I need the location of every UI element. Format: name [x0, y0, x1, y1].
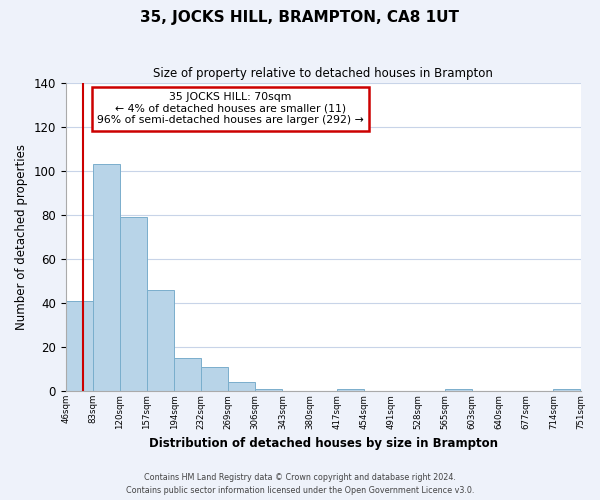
Text: 35, JOCKS HILL, BRAMPTON, CA8 1UT: 35, JOCKS HILL, BRAMPTON, CA8 1UT: [140, 10, 460, 25]
Bar: [256, 389, 283, 391]
Bar: [337, 389, 364, 391]
Bar: [120, 217, 147, 391]
Bar: [445, 389, 472, 391]
Bar: [228, 382, 256, 391]
Bar: [93, 164, 120, 391]
Bar: [147, 290, 174, 391]
Title: Size of property relative to detached houses in Brampton: Size of property relative to detached ho…: [153, 68, 493, 80]
Y-axis label: Number of detached properties: Number of detached properties: [15, 144, 28, 330]
Text: Contains HM Land Registry data © Crown copyright and database right 2024.
Contai: Contains HM Land Registry data © Crown c…: [126, 474, 474, 495]
Text: 35 JOCKS HILL: 70sqm
← 4% of detached houses are smaller (11)
96% of semi-detach: 35 JOCKS HILL: 70sqm ← 4% of detached ho…: [97, 92, 364, 126]
Bar: [553, 389, 580, 391]
Bar: [174, 358, 201, 391]
X-axis label: Distribution of detached houses by size in Brampton: Distribution of detached houses by size …: [149, 437, 497, 450]
Bar: [201, 367, 228, 391]
Bar: [65, 301, 93, 391]
